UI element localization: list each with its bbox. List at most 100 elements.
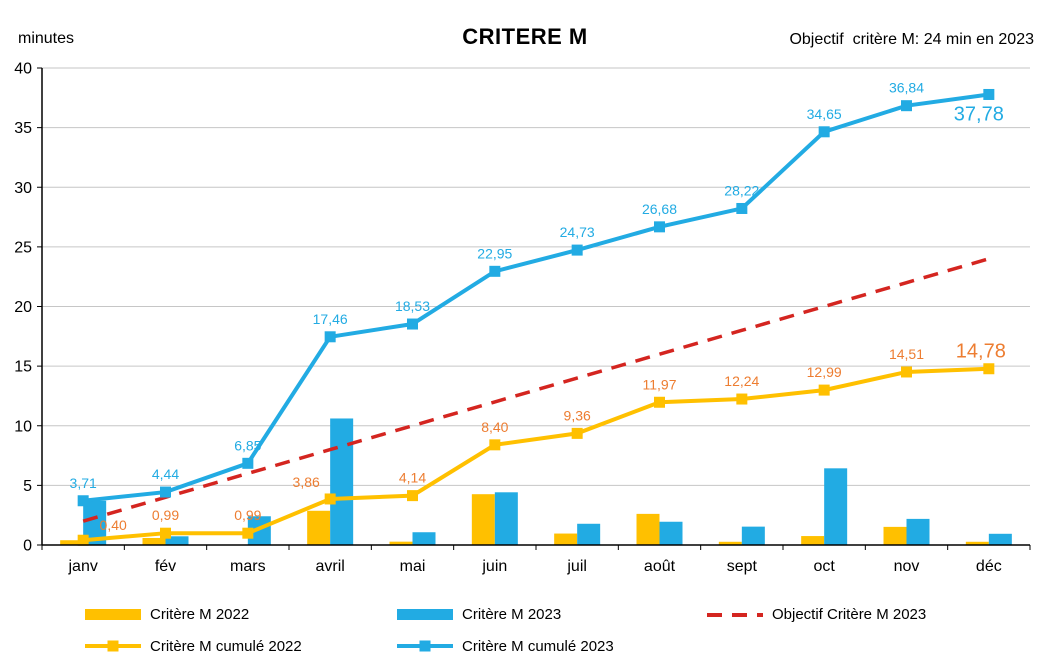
bar-2023 [906, 518, 930, 545]
bar-2023 [165, 536, 189, 545]
data-label-2023: 22,95 [477, 245, 512, 261]
y-axis-unit-label: minutes [18, 30, 75, 47]
marker-square-2022 [901, 366, 912, 378]
y-tick-label: 0 [23, 538, 32, 555]
x-axis-label: sept [727, 558, 758, 575]
y-tick-label: 10 [14, 418, 32, 435]
bar-2023 [494, 492, 518, 545]
bar-2022 [554, 533, 578, 545]
marker-square-2022 [818, 384, 830, 396]
x-axis-label: oct [813, 558, 835, 575]
legend-label: Objectif Critère M 2023 [772, 605, 927, 623]
x-axis-label: avril [315, 558, 344, 575]
x-axis-label: mai [400, 558, 426, 575]
data-label-2022: 12,24 [724, 373, 759, 389]
x-axis-label: déc [976, 558, 1002, 575]
bar-2023 [741, 526, 765, 545]
bar-2022 [965, 541, 989, 545]
y-tick-label: 20 [14, 299, 32, 316]
marker-square-2023 [983, 88, 995, 100]
x-axis-label: nov [894, 558, 920, 575]
bar-2022 [801, 536, 825, 545]
marker-square-2022 [77, 534, 89, 546]
legend-swatch-line-marker-2022 [85, 640, 141, 652]
legend-item-cumule-2023: Critère M cumulé 2023 [397, 637, 614, 655]
bar-2022 [883, 526, 907, 545]
bar-2023 [412, 532, 436, 545]
data-label-2023: 6,85 [234, 437, 261, 453]
marker-square-2023 [489, 265, 501, 277]
legend-swatch-dashed-line [707, 612, 763, 617]
cumulative-line-2022 [82, 366, 989, 543]
legend-item-cumule-2022: Critère M cumulé 2022 [85, 637, 302, 655]
data-label-2022: 14,78 [956, 341, 1006, 363]
data-label-2023: 24,73 [560, 224, 595, 240]
y-tick-label: 5 [23, 478, 32, 495]
y-tick-label: 25 [14, 239, 32, 256]
marker-square-2023 [571, 244, 583, 256]
bar-2023 [330, 418, 354, 545]
marker-square-2023 [654, 221, 665, 233]
bar-2023 [83, 500, 107, 545]
x-axis-label: janv [67, 558, 97, 575]
bar-2023 [824, 468, 848, 545]
bar-2022 [471, 494, 495, 545]
legend-item-critere-2022: Critère M 2022 [85, 605, 249, 623]
data-label-2022: 14,51 [889, 346, 924, 362]
legend-swatch-line-marker-2023 [397, 640, 453, 652]
marker-square-2023 [77, 495, 89, 507]
bar-2022 [718, 541, 742, 545]
data-label-2023: 26,68 [642, 201, 677, 217]
marker-square-2023 [324, 331, 336, 343]
legend-item-objectif: Objectif Critère M 2023 [707, 605, 926, 623]
legend-swatch-bar-2023 [397, 608, 453, 620]
bar-2023 [577, 523, 601, 545]
data-label-2023: 37,78 [954, 103, 1004, 125]
data-label-2022: 4,14 [399, 470, 426, 486]
x-axis-label: juil [566, 558, 587, 575]
legend-label: Critère M cumulé 2022 [150, 637, 302, 655]
bar-2022 [636, 513, 660, 545]
bar-2023 [247, 516, 271, 545]
data-label-2023: 3,71 [70, 475, 97, 491]
bar-2022 [389, 541, 413, 545]
marker-square-2022 [571, 427, 583, 439]
data-label-2023: 18,53 [395, 298, 430, 314]
data-label-2022: 0,40 [100, 517, 127, 533]
marker-square-2023 [407, 318, 418, 330]
legend-label: Critère M cumulé 2023 [462, 637, 614, 655]
y-tick-label: 30 [14, 180, 32, 197]
objective-annotation: Objectif critère M: 24 min en 2023 [789, 31, 1034, 48]
x-axis-label: juin [481, 558, 507, 575]
marker-square-2023 [901, 100, 912, 112]
objective-line [82, 257, 990, 523]
data-label-2022: 0,99 [234, 507, 261, 523]
data-label-2023: 17,46 [313, 311, 348, 327]
data-label-2023: 28,22 [724, 182, 759, 198]
data-label-2022: 9,36 [564, 407, 591, 423]
marker-square-2022 [489, 439, 501, 451]
marker-square-2023 [736, 202, 748, 214]
legend-item-critere-2023: Critère M 2023 [397, 605, 561, 623]
marker-square-2022 [242, 527, 254, 539]
bar-2023 [988, 533, 1012, 545]
bar-2022 [142, 537, 166, 545]
y-tick-label: 35 [14, 120, 32, 137]
marker-square-2022 [654, 396, 665, 408]
legend-marker-square [419, 640, 431, 652]
data-label-2023: 34,65 [807, 106, 842, 122]
data-label-2022: 8,40 [481, 419, 508, 435]
legend-swatch-bar-2022 [85, 608, 141, 620]
marker-square-2022 [736, 393, 748, 405]
x-axis-label: fév [155, 558, 176, 575]
bar-2022 [60, 540, 84, 545]
bar-2023 [659, 521, 683, 545]
marker-square-2023 [160, 486, 171, 498]
y-tick-label: 40 [14, 61, 32, 78]
y-tick-label: 15 [14, 359, 32, 376]
data-label-2022: 3,86 [293, 474, 320, 490]
data-label-2023: 36,84 [889, 80, 924, 96]
marker-square-2022 [407, 490, 418, 502]
data-label-2022: 11,97 [643, 376, 677, 392]
